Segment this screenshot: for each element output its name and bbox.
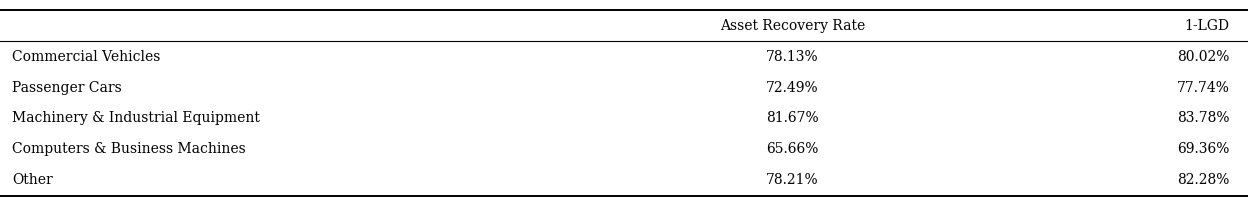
Text: 77.74%: 77.74% <box>1177 81 1229 95</box>
Text: Machinery & Industrial Equipment: Machinery & Industrial Equipment <box>12 111 261 125</box>
Text: 72.49%: 72.49% <box>766 81 819 95</box>
Text: 82.28%: 82.28% <box>1177 173 1229 187</box>
Text: 78.13%: 78.13% <box>766 50 819 64</box>
Text: 81.67%: 81.67% <box>766 111 819 125</box>
Text: 78.21%: 78.21% <box>766 173 819 187</box>
Text: 1-LGD: 1-LGD <box>1184 19 1229 33</box>
Text: Asset Recovery Rate: Asset Recovery Rate <box>720 19 865 33</box>
Text: 65.66%: 65.66% <box>766 142 819 156</box>
Text: 69.36%: 69.36% <box>1177 142 1229 156</box>
Text: Other: Other <box>12 173 54 187</box>
Text: Passenger Cars: Passenger Cars <box>12 81 122 95</box>
Text: 80.02%: 80.02% <box>1177 50 1229 64</box>
Text: 83.78%: 83.78% <box>1177 111 1229 125</box>
Text: Computers & Business Machines: Computers & Business Machines <box>12 142 246 156</box>
Text: Commercial Vehicles: Commercial Vehicles <box>12 50 161 64</box>
